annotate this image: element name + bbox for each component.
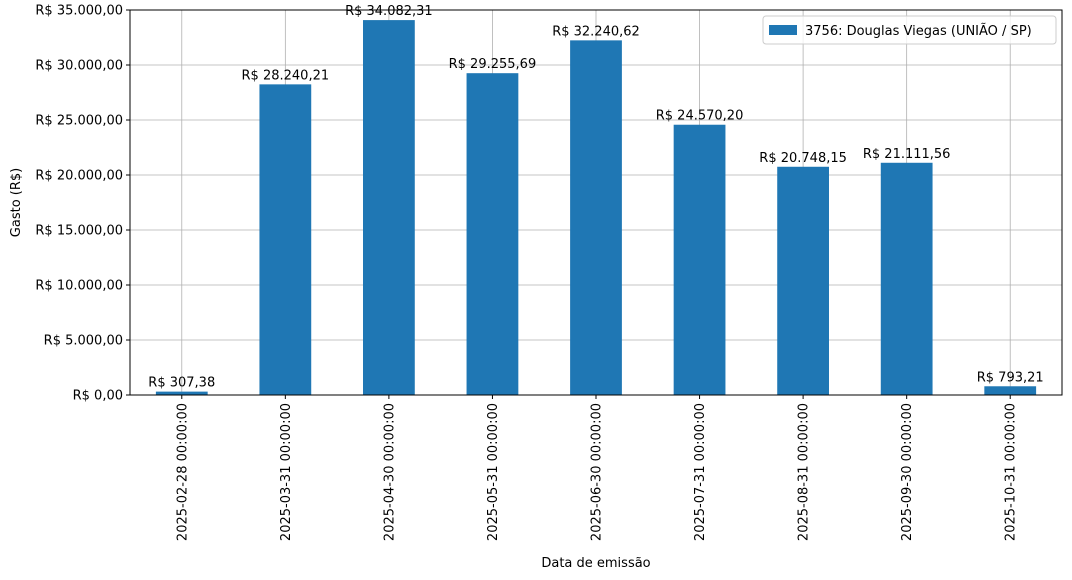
y-tick-label: R$ 35.000,00 bbox=[35, 4, 123, 19]
data-labels: R$ 307,38 R$ 28.240,21 R$ 34.082,31 R$ 29.2… bbox=[148, 4, 1043, 391]
legend-box bbox=[762, 15, 1057, 45]
bar-data-label: R$ 20.748,15 bbox=[759, 151, 847, 166]
y-tick-label: R$ 10.000,00 bbox=[35, 279, 123, 294]
bar bbox=[570, 40, 622, 395]
bar-data-label: R$ 307,38 bbox=[148, 376, 215, 391]
legend-entry: 3756: Douglas Viegas (UNIÃO / SP) bbox=[805, 23, 1032, 39]
bar-data-label: R$ 29.255,69 bbox=[449, 57, 537, 72]
x-tick-label: 2025-08-31 00:00:00 bbox=[797, 403, 812, 541]
y-axis-label: Gasto (R$) bbox=[9, 168, 24, 237]
y-tick-label: R$ 30.000,00 bbox=[35, 59, 123, 74]
x-tick-label: 2025-05-31 00:00:00 bbox=[486, 403, 501, 541]
bar-data-label: R$ 793,21 bbox=[977, 370, 1044, 385]
bar bbox=[363, 20, 415, 395]
x-tick-label: 2025-04-30 00:00:00 bbox=[382, 403, 397, 541]
y-tick-label: R$ 15.000,00 bbox=[35, 224, 123, 239]
x-tick-label: 2025-03-31 00:00:00 bbox=[279, 403, 294, 541]
x-tick-label: 2025-10-31 00:00:00 bbox=[1004, 403, 1019, 541]
bar-data-label: R$ 21.111,56 bbox=[863, 147, 951, 162]
legend: 3756: Douglas Viegas (UNIÃO / SP) bbox=[762, 15, 1057, 45]
bar-data-label: R$ 34.082,31 bbox=[345, 4, 433, 19]
bar bbox=[984, 386, 1037, 395]
bar bbox=[259, 84, 312, 395]
x-axis-label: Data de emissão bbox=[541, 556, 650, 571]
bars bbox=[155, 20, 1037, 396]
bar bbox=[880, 162, 933, 395]
y-axis: R$ 0,00 R$ 5.000,00 R$ 10.000,00 R$ 15.000,… bbox=[35, 4, 130, 404]
bar-data-label: R$ 24.570,20 bbox=[656, 109, 744, 124]
x-tick-label: 2025-09-30 00:00:00 bbox=[900, 403, 915, 541]
x-tick-label: 2025-02-28 00:00:00 bbox=[175, 403, 190, 541]
bar bbox=[673, 124, 726, 396]
y-tick-label: R$ 5.000,00 bbox=[44, 334, 123, 349]
legend-swatch bbox=[769, 25, 797, 35]
y-tick-label: R$ 25.000,00 bbox=[35, 114, 123, 129]
y-tick-label: R$ 20.000,00 bbox=[35, 169, 123, 184]
x-tick-label: 2025-07-31 00:00:00 bbox=[693, 403, 708, 541]
bar bbox=[466, 73, 519, 395]
bar-data-label: R$ 32.240,62 bbox=[552, 24, 640, 39]
x-axis: 2025-02-28 00:00:00 2025-03-31 00:00:00 20… bbox=[175, 395, 1019, 541]
bar bbox=[155, 391, 208, 395]
bar bbox=[777, 166, 829, 395]
bar-data-label: R$ 28.240,21 bbox=[242, 68, 330, 83]
x-tick-label: 2025-06-30 00:00:00 bbox=[590, 403, 605, 541]
y-tick-label: R$ 0,00 bbox=[73, 389, 123, 404]
